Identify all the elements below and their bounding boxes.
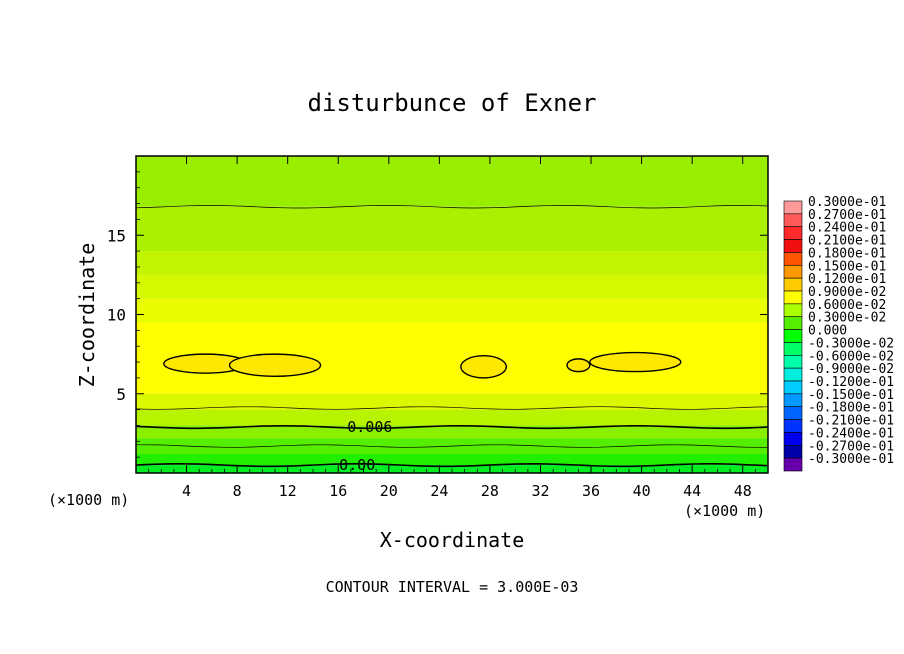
x-tick-label: 12 [279,482,297,500]
y-tick-label: 5 [116,385,126,404]
maximum-cell-contour [228,353,322,378]
contour-line [136,462,768,468]
color-legend: 0.3000e-010.2700e-010.2400e-010.2100e-01… [783,195,894,472]
maximum-cell-contour [589,351,682,373]
field-bands [136,156,768,473]
legend-label: 0.1800e-01 [808,246,886,261]
x-tick-label: 28 [481,482,499,500]
field-band [136,156,768,207]
legend-label: -0.1800e-01 [808,401,894,416]
field-band [136,298,768,323]
contour-labels: 0.006 0.00 [339,418,392,474]
x-tick-label: 4 [182,482,191,500]
x-axis-label: X-coordinate [380,528,525,552]
contour-interval-footer: CONTOUR INTERVAL = 3.000E-03 [326,578,579,596]
field-band [136,251,768,275]
legend-swatch [783,380,803,395]
legend-swatch [783,406,803,420]
x-tick-label: 36 [582,482,600,500]
field-band [136,409,768,426]
legend-label: -0.1500e-01 [808,388,894,403]
contour-line [136,205,768,209]
legend-swatch [783,200,803,215]
legend-label: 0.2700e-01 [808,208,886,223]
legend-swatch [783,213,803,228]
legend-swatch [783,226,803,240]
x-unit-left: (×1000 m) [48,491,129,509]
legend-swatch [783,239,803,253]
legend-label: -0.2100e-01 [808,414,894,429]
legend-swatch [783,419,803,433]
legend-label: 0.2100e-01 [808,234,886,249]
legend-swatch [783,303,803,318]
legend-label: -0.1200e-01 [808,375,894,390]
x-tick-label: 24 [430,482,448,500]
legend-label: 0.2400e-01 [808,221,886,236]
legend-swatch [783,277,803,292]
field-band [136,206,768,252]
contour-label: 0.006 [347,418,392,436]
legend-swatch [783,457,803,472]
legend-swatch [783,367,803,382]
legend-label: -0.3000e-02 [808,336,894,351]
field-band [136,425,768,439]
x-tick-label: 8 [233,482,242,500]
legend-swatch [783,342,803,356]
legend-label: 0.9000e-02 [808,285,886,300]
legend-swatch [783,252,803,266]
x-tick-label: 32 [531,482,549,500]
y-tick-label: 10 [107,306,126,325]
legend-label: 0.000 [808,324,847,339]
contour-label: 0.00 [339,456,375,474]
maximum-cell-contour [566,358,591,373]
x-tick-label: 20 [380,482,398,500]
field-band [136,453,768,466]
legend-swatch [783,316,803,330]
legend-label: -0.6000e-02 [808,349,894,364]
legend-swatch [783,393,803,408]
legend-label: -0.3000e-01 [808,452,894,467]
x-tick-label: 48 [734,482,752,500]
x-unit-right: (×1000 m) [684,502,765,520]
y-axis: 5 10 15 [107,171,768,458]
contour-line [136,444,768,448]
legend-swatch [783,290,803,305]
legend-swatch [783,354,803,369]
legend-swatch [783,432,803,446]
contour-lines [136,205,768,468]
legend-label: -0.2400e-01 [808,426,894,441]
legend-label: 0.6000e-02 [808,298,886,313]
legend-swatch [783,444,803,459]
contour-line [136,424,768,430]
legend-label: 0.3000e-02 [808,311,886,326]
legend-label: -0.9000e-02 [808,362,894,377]
legend-swatch [783,264,803,279]
legend-swatch [783,329,803,343]
legend-label: 0.1500e-01 [808,259,886,274]
field-band [136,274,768,299]
x-axis: 4 8 12 16 20 24 28 32 36 40 44 48 [148,156,756,500]
legend-label: -0.2700e-01 [808,439,894,454]
contour-line [136,406,768,410]
legend-label: 0.1200e-01 [808,272,886,287]
legend-label: 0.3000e-01 [808,195,886,210]
x-tick-label: 44 [683,482,701,500]
x-tick-label: 40 [633,482,651,500]
y-axis-label: Z-coordinate [75,243,99,388]
maximum-cell-contour [460,355,508,379]
chart-title: disturbunce of Exner [308,89,597,117]
x-tick-label: 16 [329,482,347,500]
maximum-cells [163,351,682,379]
field-band [136,393,768,410]
y-tick-label: 15 [107,226,126,245]
